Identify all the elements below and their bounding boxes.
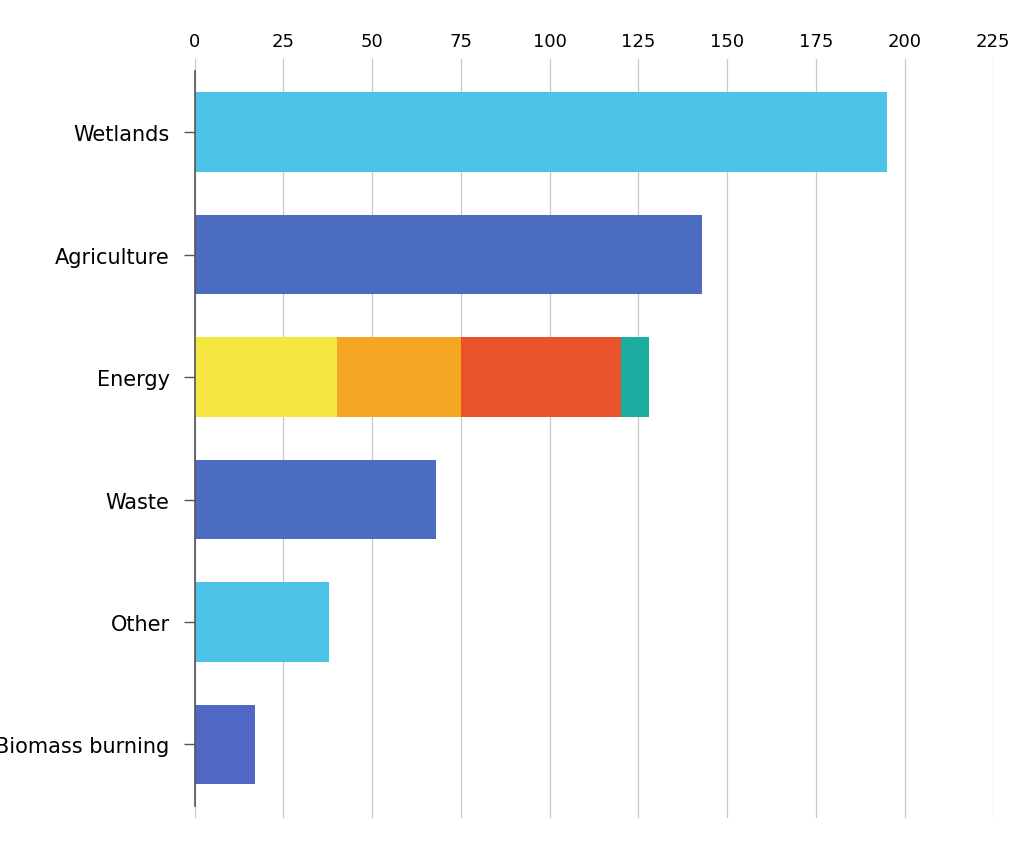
Bar: [195, 216, 702, 295]
Bar: [195, 338, 337, 417]
Bar: [621, 338, 649, 417]
Bar: [195, 93, 887, 173]
Bar: [195, 460, 436, 539]
Bar: [195, 583, 330, 662]
Bar: [337, 338, 461, 417]
Bar: [195, 705, 255, 785]
Bar: [461, 338, 621, 417]
